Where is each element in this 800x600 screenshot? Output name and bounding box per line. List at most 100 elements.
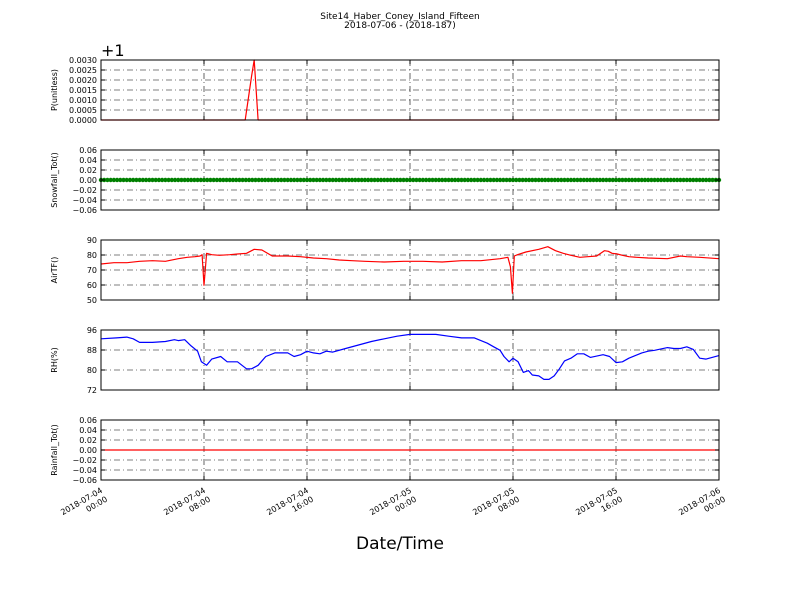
data-point	[694, 177, 699, 183]
data-point	[478, 177, 484, 183]
data-point	[456, 177, 461, 183]
data-point	[414, 177, 419, 183]
data-point	[221, 177, 226, 183]
chart-title: Site14_Haber_Coney_Island_Fifteen	[320, 12, 480, 22]
data-point	[559, 177, 564, 183]
data-point	[411, 177, 416, 183]
y-tick-label: 80	[87, 251, 97, 260]
data-point	[475, 177, 480, 183]
data-point	[301, 177, 306, 183]
data-point	[678, 177, 683, 183]
y-axis-label-4: RH(%)	[50, 347, 59, 372]
offset-label: +1	[101, 41, 125, 60]
data-point	[288, 177, 294, 183]
data-point	[304, 177, 310, 183]
data-point	[703, 177, 709, 183]
y-axis-label-2: Snowfall_Tot()	[50, 152, 59, 208]
data-point	[198, 177, 203, 183]
data-point	[182, 177, 187, 183]
data-point	[192, 177, 197, 183]
data-point	[320, 177, 326, 183]
data-point	[291, 177, 297, 183]
data-point	[121, 177, 126, 183]
data-point	[382, 177, 387, 183]
data-point	[372, 177, 377, 183]
y-tick-label: 88	[87, 346, 97, 355]
data-point	[188, 177, 194, 183]
y-tick-label: 0.06	[79, 416, 97, 425]
data-point	[172, 177, 178, 183]
data-point	[697, 177, 702, 183]
data-point	[594, 177, 599, 183]
data-point	[240, 177, 245, 183]
data-point	[217, 177, 223, 183]
data-point	[378, 177, 384, 183]
data-point	[224, 177, 229, 183]
data-point	[369, 177, 374, 183]
data-point	[259, 177, 265, 183]
data-point	[398, 177, 403, 183]
data-point	[687, 177, 693, 183]
data-point	[336, 177, 342, 183]
y-tick-label: 96	[87, 326, 97, 335]
data-point	[176, 177, 181, 183]
data-point	[401, 177, 406, 183]
y-tick-label: 70	[87, 266, 97, 275]
data-point	[526, 177, 532, 183]
data-point	[275, 177, 281, 183]
data-point	[552, 177, 558, 183]
data-point	[185, 177, 191, 183]
data-point	[311, 177, 316, 183]
data-point	[629, 177, 635, 183]
data-point	[147, 177, 152, 183]
data-point	[523, 177, 529, 183]
y-axis-label-3: AirTF()	[50, 257, 59, 284]
data-point	[166, 177, 171, 183]
y-tick-label: 0.04	[79, 426, 97, 435]
data-point	[562, 177, 567, 183]
data-point	[465, 177, 471, 183]
x-tick-label: 2018-07-0416:00	[265, 486, 315, 526]
data-point	[111, 177, 117, 183]
data-point	[639, 177, 644, 183]
data-point	[700, 177, 706, 183]
data-point	[205, 177, 210, 183]
y-tick-label: −0.02	[72, 456, 97, 465]
data-point	[542, 177, 548, 183]
data-point	[588, 177, 593, 183]
data-point	[536, 177, 541, 183]
y-tick-label: 60	[87, 281, 97, 290]
data-point	[343, 177, 348, 183]
data-point	[269, 177, 274, 183]
data-point	[623, 177, 628, 183]
data-point	[546, 177, 551, 183]
data-point	[333, 177, 339, 183]
data-point	[665, 177, 670, 183]
data-point	[565, 177, 570, 183]
y-tick-label: 50	[87, 296, 97, 305]
data-point	[340, 177, 345, 183]
data-point	[308, 177, 313, 183]
data-point	[195, 177, 200, 183]
data-point	[159, 177, 165, 183]
data-point	[233, 177, 239, 183]
data-point	[481, 177, 487, 183]
y-tick-label: 72	[87, 386, 97, 395]
data-point	[356, 177, 361, 183]
y-tick-label: 0.0010	[69, 96, 97, 105]
data-point	[668, 177, 673, 183]
x-tick-label: 2018-07-0408:00	[162, 486, 212, 526]
data-point	[584, 177, 590, 183]
data-point	[375, 177, 381, 183]
y-tick-label: 0.0030	[69, 56, 97, 65]
y-tick-label: 0.00	[79, 446, 97, 455]
data-point	[436, 177, 442, 183]
data-point	[530, 177, 535, 183]
y-tick-label: 0.04	[79, 156, 97, 165]
data-point	[250, 177, 255, 183]
data-point	[114, 177, 120, 183]
data-point	[597, 177, 603, 183]
data-point	[137, 177, 142, 183]
data-point	[256, 177, 261, 183]
